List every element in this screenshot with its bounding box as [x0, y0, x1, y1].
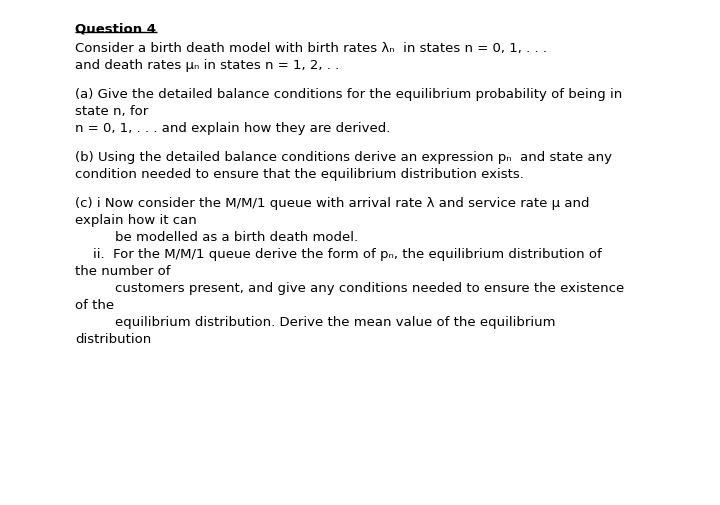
Text: (a) Give the detailed balance conditions for the equilibrium probability of bein: (a) Give the detailed balance conditions… — [75, 88, 622, 101]
Text: ii.  For the M/M/1 queue derive the form of pₙ, the equilibrium distribution of: ii. For the M/M/1 queue derive the form … — [93, 247, 602, 261]
Text: the number of: the number of — [75, 265, 171, 277]
Text: explain how it can: explain how it can — [75, 214, 197, 227]
Text: condition needed to ensure that the equilibrium distribution exists.: condition needed to ensure that the equi… — [75, 168, 524, 181]
Text: customers present, and give any conditions needed to ensure the existence: customers present, and give any conditio… — [115, 281, 624, 294]
Text: and death rates μₙ in states n = 1, 2, . .: and death rates μₙ in states n = 1, 2, .… — [75, 59, 339, 72]
Text: (c) i Now consider the M/M/1 queue with arrival rate λ and service rate μ and: (c) i Now consider the M/M/1 queue with … — [75, 196, 590, 210]
Text: (b) Using the detailed balance conditions derive an expression pₙ  and state any: (b) Using the detailed balance condition… — [75, 150, 612, 164]
Text: equilibrium distribution. Derive the mean value of the equilibrium: equilibrium distribution. Derive the mea… — [115, 316, 556, 328]
Text: distribution: distribution — [75, 332, 151, 345]
Text: state n, for: state n, for — [75, 105, 148, 118]
Text: Question 4: Question 4 — [75, 22, 156, 35]
Text: Consider a birth death model with birth rates λₙ  in states n = 0, 1, . . .: Consider a birth death model with birth … — [75, 42, 547, 55]
Text: of the: of the — [75, 298, 114, 312]
Text: n = 0, 1, . . . and explain how they are derived.: n = 0, 1, . . . and explain how they are… — [75, 122, 390, 135]
Text: be modelled as a birth death model.: be modelled as a birth death model. — [115, 231, 358, 243]
